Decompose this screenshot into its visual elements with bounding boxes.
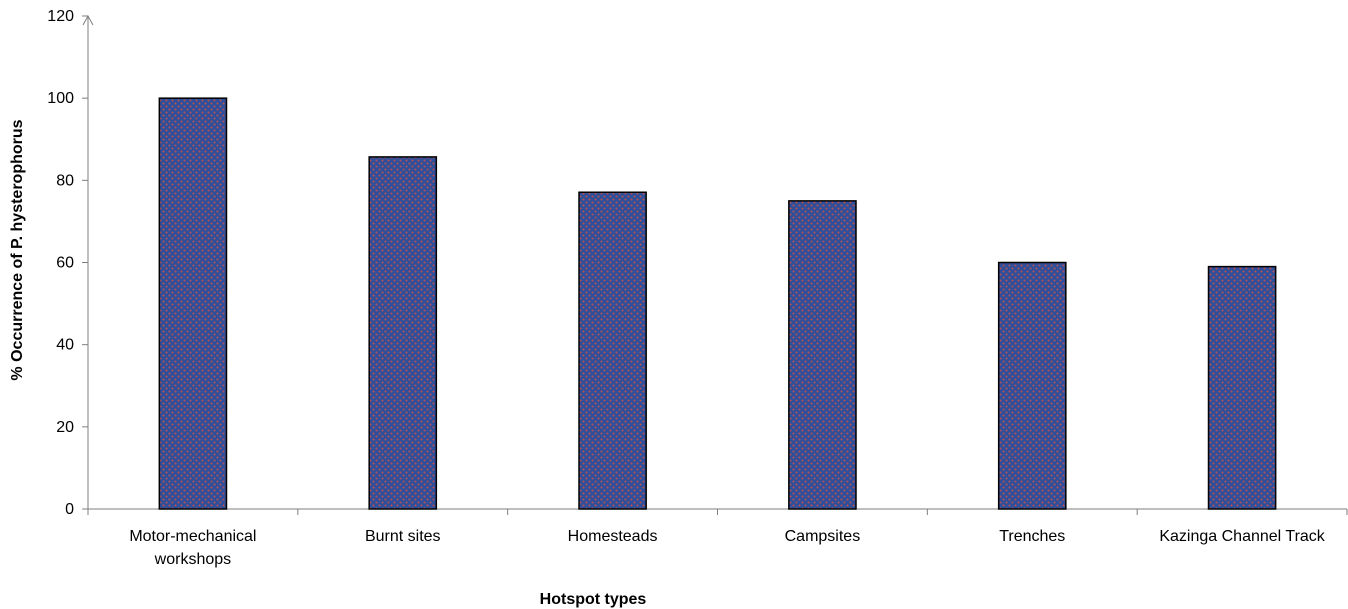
y-tick-label: 120 — [47, 8, 74, 25]
x-tick-label: Homesteads — [568, 528, 658, 545]
x-tick-label: Trenches — [999, 528, 1065, 545]
y-tick-label: 60 — [56, 255, 74, 272]
y-tick-label: 20 — [56, 419, 74, 436]
x-axis-title: Hotspot types — [540, 591, 647, 608]
y-tick-label: 40 — [56, 337, 74, 354]
y-axis-title: % Occurrence of P. hysterophorus — [9, 119, 26, 380]
x-tick-label: Motor-mechanical workshops — [129, 528, 256, 568]
y-tick-label: 100 — [47, 90, 74, 107]
x-tick-label: Kazinga Channel Track — [1159, 528, 1325, 545]
bar — [997, 261, 1067, 510]
x-tick-label: Burnt sites — [365, 528, 441, 545]
x-tick-label: Campsites — [785, 528, 861, 545]
bar — [368, 156, 438, 510]
bar — [578, 191, 647, 510]
bar — [1207, 265, 1277, 510]
bar — [788, 200, 857, 510]
y-tick-label: 80 — [56, 172, 74, 189]
y-tick-label: 0 — [65, 501, 74, 518]
bar — [158, 97, 228, 510]
